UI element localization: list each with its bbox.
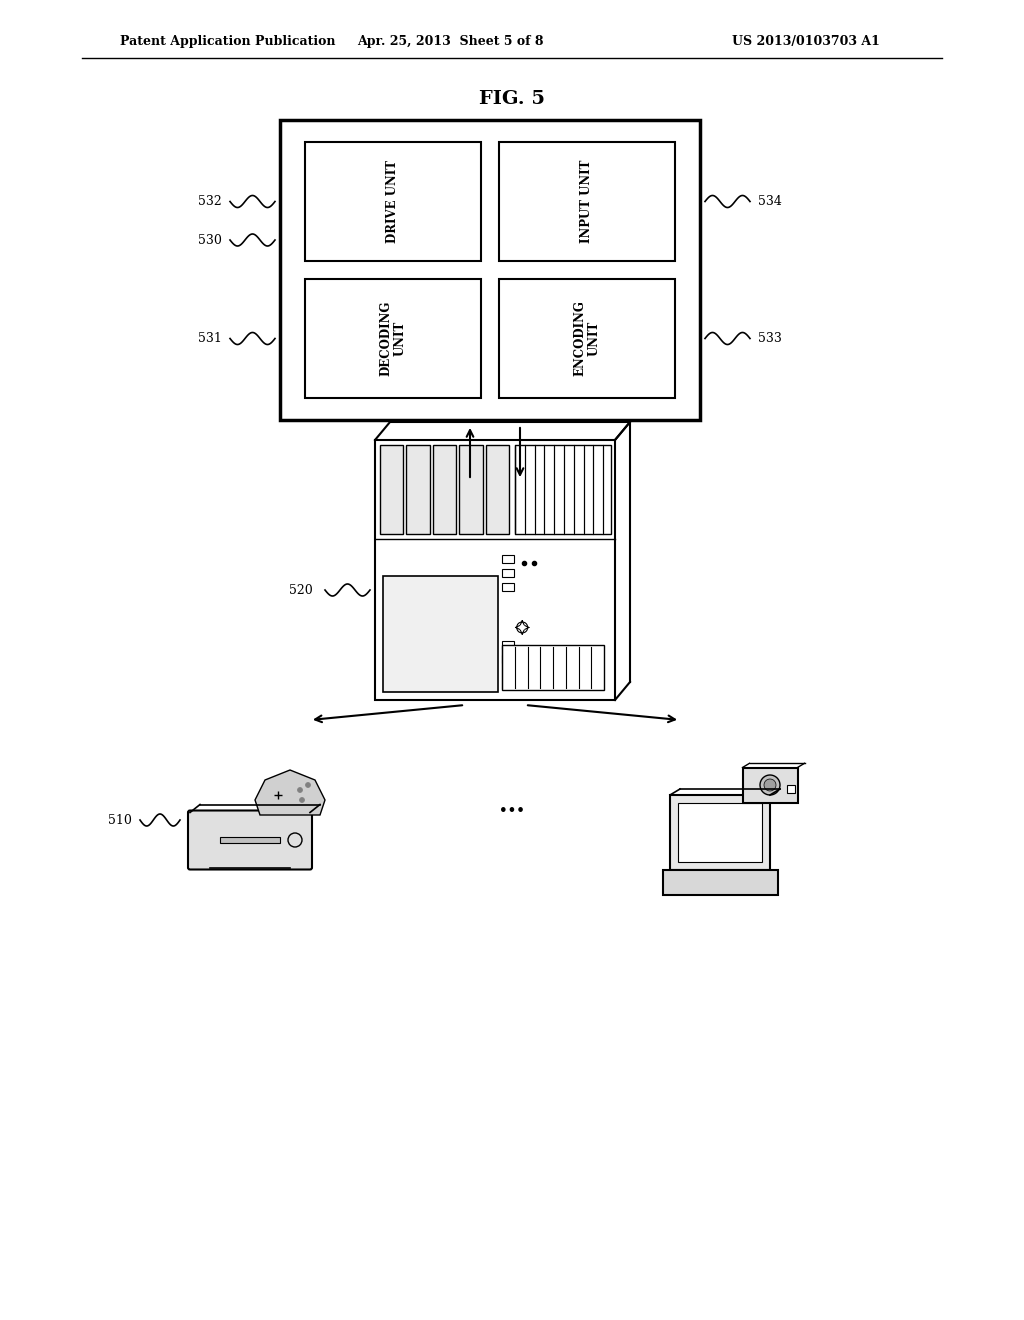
FancyBboxPatch shape bbox=[786, 785, 795, 793]
Text: DRIVE UNIT: DRIVE UNIT bbox=[386, 160, 399, 243]
FancyBboxPatch shape bbox=[515, 445, 611, 533]
Text: ...: ... bbox=[499, 793, 525, 817]
FancyBboxPatch shape bbox=[305, 279, 481, 399]
FancyBboxPatch shape bbox=[459, 445, 482, 533]
FancyBboxPatch shape bbox=[502, 569, 514, 577]
Text: FIG. 5: FIG. 5 bbox=[479, 90, 545, 108]
FancyBboxPatch shape bbox=[502, 642, 514, 649]
FancyBboxPatch shape bbox=[742, 767, 798, 803]
Text: INPUT UNIT: INPUT UNIT bbox=[581, 160, 594, 243]
Circle shape bbox=[299, 797, 304, 803]
FancyBboxPatch shape bbox=[220, 837, 280, 843]
FancyBboxPatch shape bbox=[375, 440, 615, 700]
FancyBboxPatch shape bbox=[678, 803, 762, 862]
FancyBboxPatch shape bbox=[499, 143, 675, 261]
FancyBboxPatch shape bbox=[380, 445, 403, 533]
Text: 510: 510 bbox=[109, 813, 132, 826]
Text: Patent Application Publication: Patent Application Publication bbox=[120, 36, 336, 48]
FancyBboxPatch shape bbox=[502, 583, 514, 591]
FancyBboxPatch shape bbox=[188, 810, 312, 870]
FancyBboxPatch shape bbox=[305, 143, 481, 261]
FancyBboxPatch shape bbox=[280, 120, 700, 420]
FancyBboxPatch shape bbox=[670, 795, 770, 870]
Text: 530: 530 bbox=[198, 234, 222, 247]
Polygon shape bbox=[255, 770, 325, 814]
Text: 533: 533 bbox=[758, 333, 782, 345]
Circle shape bbox=[760, 775, 780, 795]
FancyBboxPatch shape bbox=[485, 445, 509, 533]
FancyBboxPatch shape bbox=[433, 445, 457, 533]
Text: 534: 534 bbox=[758, 195, 782, 209]
FancyBboxPatch shape bbox=[383, 576, 499, 692]
Circle shape bbox=[764, 779, 776, 791]
Text: ENCODING
UNIT: ENCODING UNIT bbox=[573, 301, 601, 376]
Text: 531: 531 bbox=[198, 333, 222, 345]
Text: Apr. 25, 2013  Sheet 5 of 8: Apr. 25, 2013 Sheet 5 of 8 bbox=[356, 36, 544, 48]
FancyBboxPatch shape bbox=[502, 554, 514, 562]
Circle shape bbox=[305, 783, 310, 788]
FancyBboxPatch shape bbox=[663, 870, 777, 895]
FancyBboxPatch shape bbox=[407, 445, 430, 533]
Text: 520: 520 bbox=[289, 583, 313, 597]
FancyBboxPatch shape bbox=[499, 279, 675, 399]
Text: 532: 532 bbox=[199, 195, 222, 209]
Text: DECODING
UNIT: DECODING UNIT bbox=[379, 301, 407, 376]
FancyBboxPatch shape bbox=[502, 645, 604, 690]
FancyBboxPatch shape bbox=[502, 656, 514, 664]
Circle shape bbox=[298, 788, 302, 792]
Text: US 2013/0103703 A1: US 2013/0103703 A1 bbox=[732, 36, 880, 48]
